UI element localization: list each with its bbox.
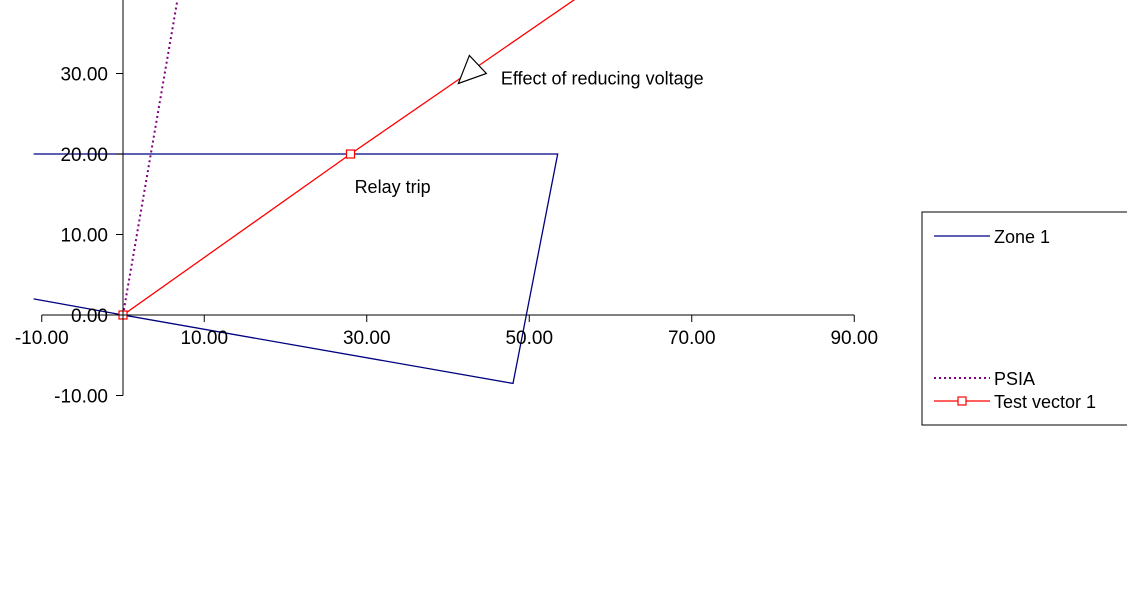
y-tick-label: 30.00 [60, 65, 108, 86]
x-tick-label: 70.00 [668, 328, 716, 349]
x-tick-label: 10.00 [180, 328, 228, 349]
y-tick-label: 10.00 [60, 226, 108, 247]
x-tick-label: 30.00 [343, 328, 391, 349]
legend-label: Zone 1 [994, 227, 1050, 247]
x-tick-label: 50.00 [505, 328, 553, 349]
legend-marker [957, 396, 967, 406]
y-tick-label: -10.00 [54, 387, 108, 408]
legend-label: Test vector 1 [994, 392, 1096, 412]
arrow-marker [457, 54, 488, 85]
x-tick-label: 90.00 [830, 328, 878, 349]
x-tick-label: -10.00 [15, 328, 69, 349]
data-point [345, 149, 356, 159]
y-tick-label: 20.00 [60, 145, 108, 166]
y-tick-label: 0.00 [71, 306, 108, 327]
series-line [122, 0, 576, 316]
legend: Zone 1 PSIA Test vector 1 [921, 211, 1127, 426]
series-line [33, 153, 559, 385]
series-line [122, 0, 179, 316]
series-layer [33, 0, 576, 385]
y-tick-label: 40.00 [60, 0, 108, 5]
legend-label: PSIA [994, 369, 1035, 389]
legend-box [921, 211, 1127, 426]
annotation-label: Relay trip [355, 177, 431, 197]
annotation-label: Effect of reducing voltage [501, 69, 704, 89]
axes: -10.00 10.00 30.00 50.00 70.00 90.00-10.000.0… [15, 0, 878, 408]
